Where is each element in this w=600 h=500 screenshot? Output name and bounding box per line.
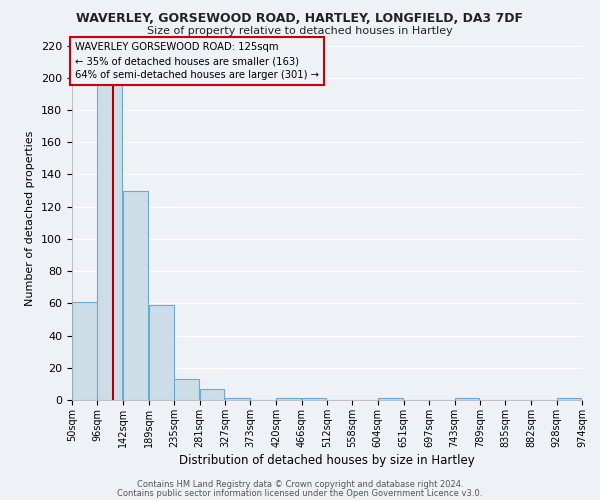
Text: WAVERLEY GORSEWOOD ROAD: 125sqm
← 35% of detached houses are smaller (163)
64% o: WAVERLEY GORSEWOOD ROAD: 125sqm ← 35% of… bbox=[75, 42, 319, 80]
Text: Contains public sector information licensed under the Open Government Licence v3: Contains public sector information licen… bbox=[118, 488, 482, 498]
X-axis label: Distribution of detached houses by size in Hartley: Distribution of detached houses by size … bbox=[179, 454, 475, 467]
Bar bbox=[302, 398, 326, 400]
Bar bbox=[276, 398, 301, 400]
Bar bbox=[557, 398, 581, 400]
Bar bbox=[225, 398, 250, 400]
Bar bbox=[123, 190, 148, 400]
Text: Size of property relative to detached houses in Hartley: Size of property relative to detached ho… bbox=[147, 26, 453, 36]
Y-axis label: Number of detached properties: Number of detached properties bbox=[25, 131, 35, 306]
Bar bbox=[174, 379, 199, 400]
Bar bbox=[199, 388, 224, 400]
Bar bbox=[97, 73, 122, 400]
Bar bbox=[72, 302, 97, 400]
Text: WAVERLEY, GORSEWOOD ROAD, HARTLEY, LONGFIELD, DA3 7DF: WAVERLEY, GORSEWOOD ROAD, HARTLEY, LONGF… bbox=[77, 12, 523, 26]
Bar bbox=[149, 305, 173, 400]
Text: Contains HM Land Registry data © Crown copyright and database right 2024.: Contains HM Land Registry data © Crown c… bbox=[137, 480, 463, 489]
Bar bbox=[455, 398, 479, 400]
Bar bbox=[378, 398, 403, 400]
